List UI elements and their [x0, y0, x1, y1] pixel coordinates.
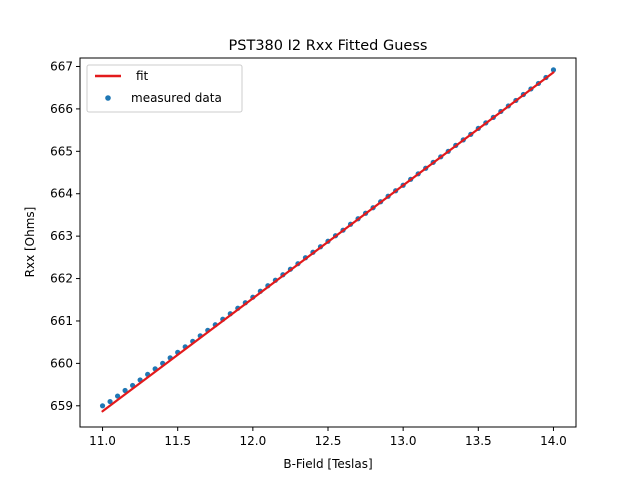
plot-series	[99, 67, 557, 413]
x-tick-label: 11.0	[89, 434, 116, 448]
y-tick-label: 665	[50, 144, 73, 158]
y-tick-label: 664	[50, 187, 73, 201]
data-point	[99, 403, 106, 409]
data-point	[122, 387, 128, 394]
x-tick-label: 13.5	[465, 434, 492, 448]
x-axis-ticks: 11.0 11.5 12.0 12.5 13.0 13.5 14.0	[89, 427, 567, 448]
x-tick-label: 11.5	[164, 434, 191, 448]
y-tick-label: 660	[50, 356, 73, 370]
x-tick-label: 12.5	[315, 434, 342, 448]
legend-measured-data-swatch	[105, 95, 111, 101]
x-tick-label: 13.0	[390, 434, 417, 448]
legend-measured-data-label: measured data	[131, 91, 222, 105]
plot-area-frame	[79, 57, 577, 428]
legend-fit-label: fit	[136, 69, 149, 83]
y-axis-ticks: 659 660 661 662 663 664 665 666 667	[50, 59, 80, 413]
y-tick-label: 661	[50, 314, 73, 328]
data-point	[550, 67, 557, 73]
x-axis-label: B-Field [Teslas]	[283, 457, 372, 471]
data-point	[114, 393, 121, 399]
x-tick-label: 14.0	[540, 434, 567, 448]
y-tick-label: 659	[50, 399, 73, 413]
x-tick-label: 12.0	[239, 434, 266, 448]
legend-box	[86, 64, 243, 113]
y-tick-label: 663	[50, 229, 73, 243]
y-tick-label: 662	[50, 272, 73, 286]
y-tick-label: 667	[50, 59, 73, 73]
chart-title: PST380 I2 Rxx Fitted Guess	[229, 38, 428, 54]
y-tick-label: 666	[50, 102, 73, 116]
y-axis-label: Rxx [Ohms]	[23, 207, 37, 278]
fit-line	[101, 71, 555, 413]
legend: fit measured data	[86, 64, 243, 113]
data-point	[107, 398, 113, 405]
